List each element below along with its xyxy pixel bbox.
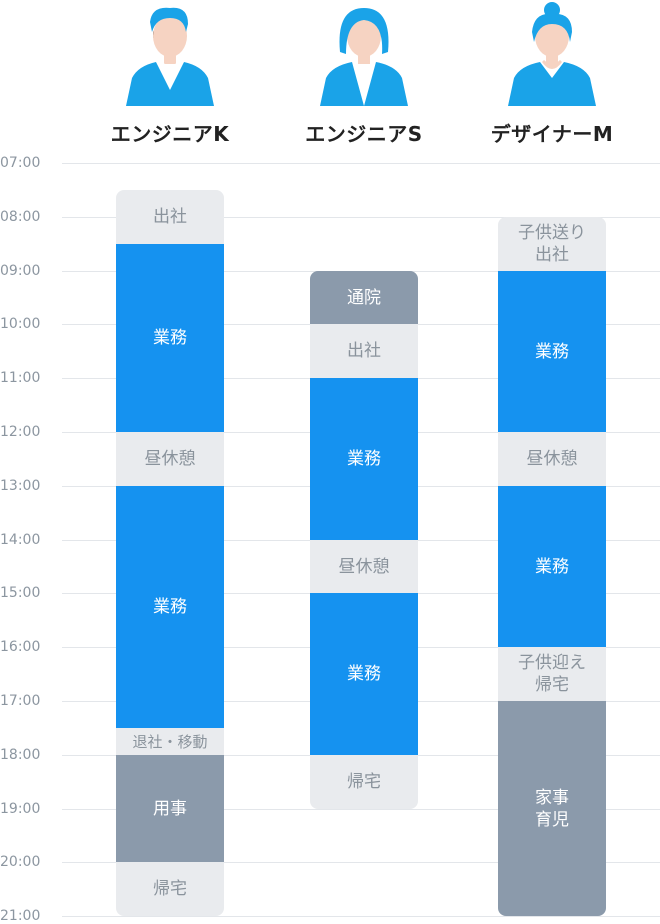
- grid-line: [62, 862, 660, 863]
- block-label: 出社: [535, 245, 569, 265]
- schedule-block: 業務: [310, 378, 418, 540]
- time-label: 09:00: [0, 263, 41, 279]
- schedule-block: 業務: [116, 486, 224, 728]
- block-label: 業務: [347, 449, 381, 469]
- person-name: エンジニアS: [305, 122, 423, 146]
- grid-line: [62, 163, 660, 164]
- schedule-block: 家事 育児: [498, 701, 606, 916]
- block-label: 昼休憩: [338, 556, 390, 577]
- schedule-block: 出社: [116, 190, 224, 244]
- block-label: 業務: [535, 556, 569, 577]
- time-label: 14:00: [0, 532, 41, 548]
- schedule-block: 出社: [310, 324, 418, 378]
- time-label: 16:00: [0, 639, 41, 655]
- block-label: 子供送り: [518, 223, 586, 243]
- schedule-block: 退社・移動: [116, 728, 224, 755]
- time-label: 11:00: [0, 370, 41, 386]
- schedule-block: 用事: [116, 755, 224, 862]
- block-label: 業務: [535, 341, 569, 362]
- time-label: 10:00: [0, 316, 41, 332]
- person-header: デザイナーM: [452, 2, 652, 147]
- male-glasses-avatar-icon: [70, 2, 270, 106]
- female-bun-avatar-icon: [452, 2, 652, 106]
- block-label: 帰宅: [347, 772, 381, 792]
- block-label: 出社: [347, 341, 381, 361]
- block-label: 用事: [153, 798, 187, 819]
- schedule-column: 通院 出社 業務 昼休憩 業務 帰宅: [310, 271, 418, 809]
- schedule-column: 出社 業務 昼休憩 業務 退社・移動 用事 帰宅: [116, 190, 224, 916]
- time-label: 13:00: [0, 478, 41, 494]
- time-label: 17:00: [0, 693, 41, 709]
- time-label: 20:00: [0, 854, 41, 870]
- schedule-block: 子供送り 出社: [498, 217, 606, 271]
- time-label: 15:00: [0, 585, 41, 601]
- schedule-block: 昼休憩: [310, 540, 418, 593]
- schedule-block: 昼休憩: [498, 432, 606, 486]
- block-label: 育児: [535, 809, 569, 830]
- schedule-block: 昼休憩: [116, 432, 224, 486]
- schedule-block: 業務: [310, 593, 418, 755]
- block-label: 昼休憩: [526, 449, 578, 469]
- schedule-block: 業務: [498, 271, 606, 432]
- grid-line: [62, 809, 660, 810]
- time-label: 21:00: [0, 908, 41, 924]
- schedule-block: 通院: [310, 271, 418, 324]
- person-name: デザイナーM: [490, 122, 614, 146]
- schedule-block: 帰宅: [116, 862, 224, 916]
- time-label: 19:00: [0, 801, 41, 817]
- block-label: 家事: [535, 787, 569, 808]
- schedule-block: 帰宅: [310, 755, 418, 809]
- time-label: 08:00: [0, 209, 41, 225]
- person-header: エンジニアK: [70, 2, 270, 147]
- person-header: エンジニアS: [264, 2, 464, 147]
- schedule-block: 業務: [498, 486, 606, 647]
- schedule-block: 子供迎え 帰宅: [498, 647, 606, 701]
- person-name: エンジニアK: [110, 122, 230, 146]
- grid-line: [62, 916, 660, 917]
- time-label: 07:00: [0, 155, 41, 171]
- time-label: 18:00: [0, 747, 41, 763]
- block-label: 業務: [153, 328, 187, 348]
- female-avatar-icon: [264, 2, 464, 106]
- block-label: 業務: [153, 597, 187, 617]
- block-label: 通院: [347, 287, 381, 308]
- time-label: 12:00: [0, 424, 41, 440]
- schedule-block: 業務: [116, 244, 224, 432]
- block-label: 業務: [347, 664, 381, 684]
- block-label: 昼休憩: [144, 449, 196, 469]
- block-label: 帰宅: [153, 879, 187, 899]
- block-label: 退社・移動: [132, 732, 208, 751]
- schedule-column: 子供送り 出社 業務 昼休憩 業務 子供迎え 帰宅 家事 育児: [498, 217, 606, 916]
- block-label: 帰宅: [535, 675, 569, 695]
- block-label: 子供迎え: [518, 653, 586, 673]
- block-label: 出社: [153, 207, 187, 227]
- grid-line: [62, 217, 660, 218]
